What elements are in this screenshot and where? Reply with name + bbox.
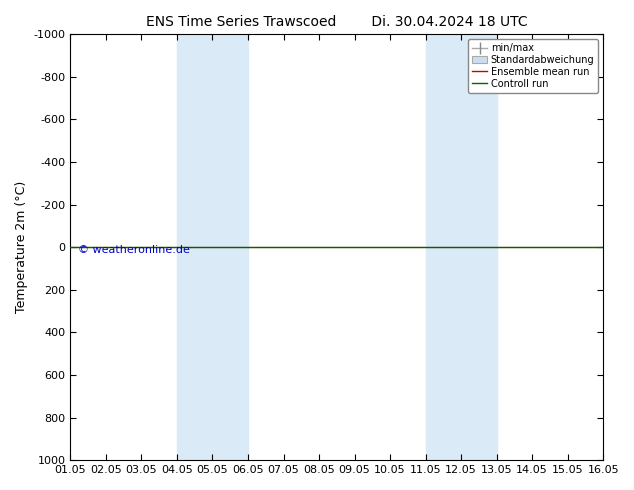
Text: © weatheronline.de: © weatheronline.de [79, 245, 190, 255]
Bar [425, 34, 496, 460]
Title: ENS Time Series Trawscoed        Di. 30.04.2024 18 UTC: ENS Time Series Trawscoed Di. 30.04.2024… [146, 15, 527, 29]
Y-axis label: Temperature 2m (°C): Temperature 2m (°C) [15, 181, 28, 314]
Legend: min/max, Standardabweichung, Ensemble mean run, Controll run: min/max, Standardabweichung, Ensemble me… [469, 39, 598, 93]
Bar [177, 34, 248, 460]
